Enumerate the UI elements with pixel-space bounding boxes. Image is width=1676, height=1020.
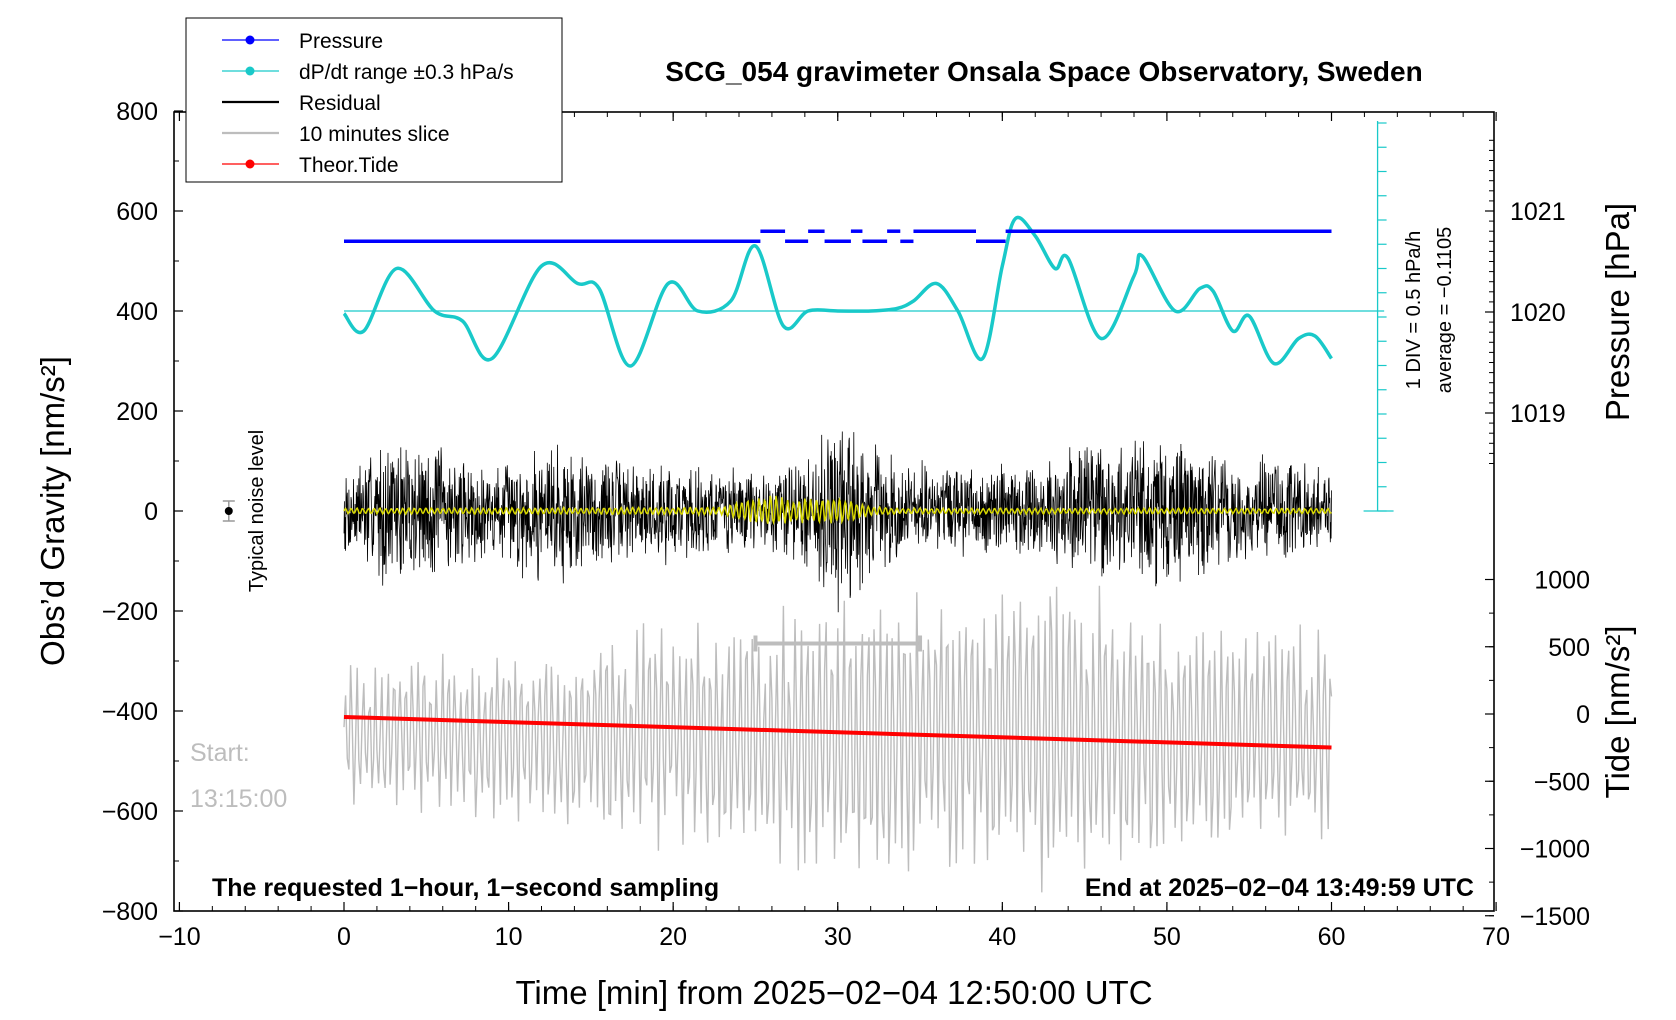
legend: Pressure dP/dt range ±0.3 hPa/s Residual 10… [185,17,563,183]
y-axis-label-pressure: Pressure [hPa] [1599,203,1636,421]
tide-tick-label: −1000 [1520,836,1590,864]
footer-right: End at 2025−02−04 13:49:59 UTC [1085,874,1474,902]
pressure-tick-label: 1019 [1510,400,1566,428]
y-tick-label: 400 [116,298,158,326]
legend-marker [245,35,255,45]
legend-label: Theor.Tide [299,154,399,177]
y-tick-label: 0 [144,498,158,526]
x-tick-label: 40 [988,923,1016,951]
y-tick-label: 200 [116,398,158,426]
legend-marker [245,159,255,169]
residual-line [343,431,1332,613]
pressure-tick-label: 1021 [1510,198,1566,226]
y-tick-label: −400 [102,698,158,726]
x-tick-label: 20 [659,923,687,951]
y-tick-label: 600 [116,198,158,226]
dpdt-trace [342,215,1385,368]
footer-left: The requested 1−hour, 1−second sampling [212,874,719,902]
x-tick-label: 60 [1318,923,1346,951]
legend-label: dP/dt range ±0.3 hPa/s [299,61,514,84]
y-tick-label: 800 [116,98,158,126]
start-label: Start: [190,739,250,767]
tide-tick-label: 0 [1576,701,1590,729]
pressure-tick-label: 1020 [1510,299,1566,327]
slice-trace [343,585,1333,893]
tide-line [343,715,1332,750]
pressure-avg-label: average = −0.1105 [1434,227,1456,393]
y-tick-label: −600 [102,798,158,826]
legend-label: Residual [299,92,381,115]
pressure-trace [344,229,1332,244]
dpdt-line [342,215,1333,368]
chart-title: SCG_054 gravimeter Onsala Space Observat… [665,56,1422,87]
start-time: 13:15:00 [190,785,287,813]
y-tick-label: −200 [102,598,158,626]
residual-trace [343,431,1332,613]
legend-box [185,17,563,183]
noise-level-label: Typical noise level [246,430,268,592]
x-tick-label: 70 [1482,923,1510,951]
noise-point [224,507,233,515]
y-axis-label-left: Obs’d Gravity [nm/s²] [34,356,71,666]
y-axis-label-tide: Tide [nm/s²] [1599,626,1636,799]
filtered-residual-trace [343,495,1332,526]
tide-tick-label: 500 [1548,634,1590,662]
legend-label: Pressure [299,30,383,53]
tide-trace [343,715,1332,750]
pressure-scale-bar [1363,121,1394,512]
filtered-line [343,495,1332,526]
ticks: −10 0 10 20 30 40 50 60 708006004002000−200−400−… [102,98,1590,951]
x-tick-label: 10 [495,923,523,951]
noise-level-marker [222,500,235,522]
pressure-div-label: 1 DIV = 0.5 hPa/h [1403,231,1425,389]
tide-tick-label: −500 [1534,768,1590,796]
tide-tick-label: 1000 [1534,567,1590,595]
x-axis-label: Time [min] from 2025−02−04 12:50:00 UTC [515,974,1152,1011]
legend-label: 10 minutes slice [299,123,450,146]
x-tick-label: −10 [158,923,200,951]
slice-window-bar [753,635,923,652]
y-tick-label: −800 [102,898,158,926]
x-tick-label: 0 [337,923,351,951]
x-tick-label: 50 [1153,923,1181,951]
tide-tick-label: −1500 [1520,903,1590,931]
slice-line [343,585,1333,893]
x-tick-label: 30 [824,923,852,951]
legend-marker [245,66,255,76]
